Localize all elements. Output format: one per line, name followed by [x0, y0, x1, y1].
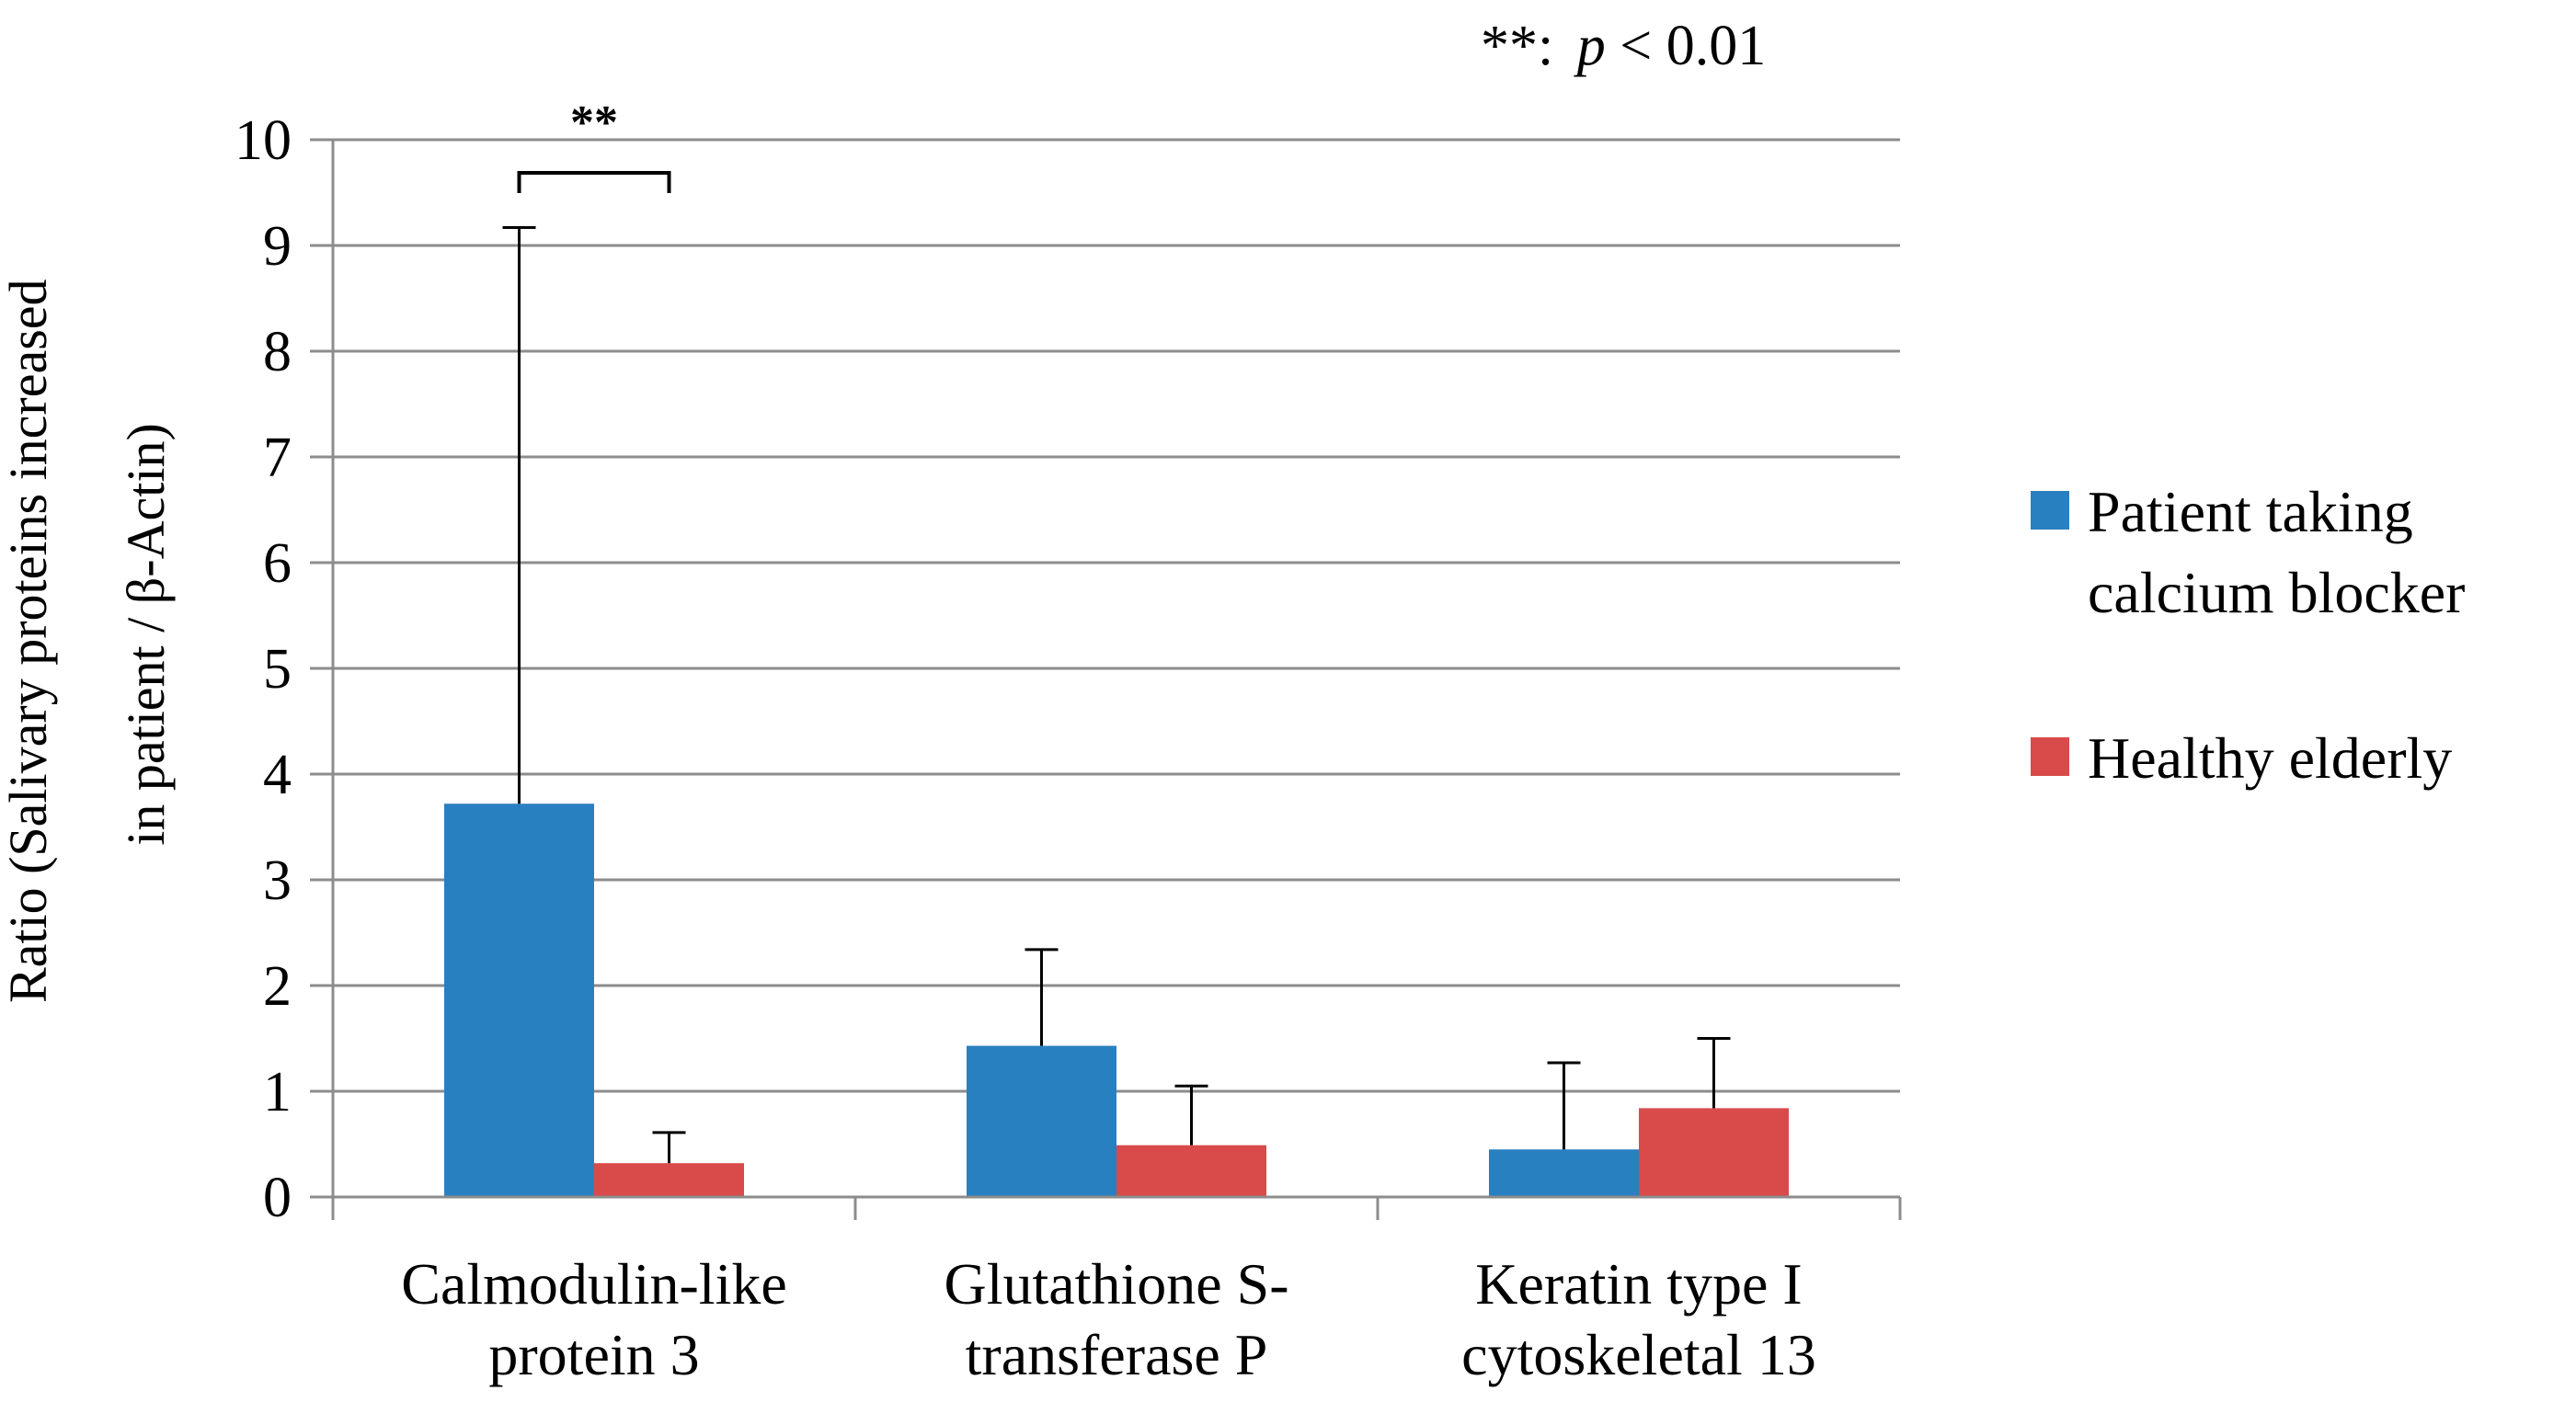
- axes: [310, 140, 1902, 1220]
- note-p: p: [1574, 15, 1606, 77]
- category-label: Glutathione S-transferase P: [944, 1251, 1288, 1387]
- significance-markers: **: [517, 97, 671, 193]
- category-label-line: cytoskeletal 13: [1461, 1322, 1816, 1387]
- y-tick-label: 8: [263, 321, 292, 383]
- bar: [1116, 1145, 1266, 1197]
- legend-label-line: calcium blocker: [2088, 560, 2465, 625]
- y-tick-label: 4: [263, 744, 292, 806]
- category-label-line: protein 3: [488, 1322, 699, 1387]
- x-axis-labels: Calmodulin-like protein 3 Glutathione S-tr…: [401, 1251, 1816, 1387]
- legend-swatch: [2031, 737, 2069, 776]
- bars: [444, 804, 1789, 1197]
- y-axis-ticks: 0 1 2 3 4 5 6 7 8 9 10: [235, 109, 333, 1229]
- legend: Patient taking calcium blocker Healthy eld…: [2031, 479, 2465, 791]
- legend-label-line: Patient taking: [2088, 479, 2413, 544]
- y-tick-label: 5: [263, 638, 292, 701]
- bar: [1489, 1149, 1639, 1197]
- category-label-line: Glutathione S-: [944, 1251, 1288, 1317]
- note-threshold: < 0.01: [1620, 15, 1766, 77]
- category-label-line: transferase P: [966, 1322, 1268, 1387]
- y-tick-label: 0: [263, 1167, 292, 1229]
- bar: [967, 1045, 1116, 1197]
- note-stars: **:: [1481, 15, 1553, 77]
- category-label: Calmodulin-like protein 3: [401, 1251, 787, 1387]
- legend-label: Healthy elderly: [2088, 725, 2452, 791]
- legend-swatch: [2031, 491, 2069, 530]
- y-tick-label: 3: [263, 849, 292, 912]
- significance-label: **: [570, 97, 618, 149]
- y-tick-label: 7: [263, 427, 292, 489]
- y-axis-label: Ratio (Salivary proteins increased in pa…: [0, 266, 176, 1003]
- legend-label-line: Healthy elderly: [2088, 725, 2452, 791]
- p-value-note: **: p < 0.01: [1481, 15, 1766, 77]
- error-bars: [502, 225, 1731, 1164]
- bar: [1639, 1108, 1789, 1197]
- bar: [444, 804, 594, 1197]
- y-tick-label: 10: [235, 109, 292, 172]
- y-tick-label: 6: [263, 532, 292, 595]
- bar: [594, 1163, 744, 1197]
- y-tick-label: 9: [263, 215, 292, 278]
- y-tick-label: 2: [263, 955, 292, 1018]
- significance-bracket: [517, 171, 671, 193]
- category-label-line: Keratin type I: [1475, 1251, 1802, 1317]
- y-tick-label: 1: [263, 1061, 292, 1123]
- legend-label: Patient taking calcium blocker: [2088, 479, 2465, 625]
- category-label-line: Calmodulin-like: [401, 1251, 787, 1317]
